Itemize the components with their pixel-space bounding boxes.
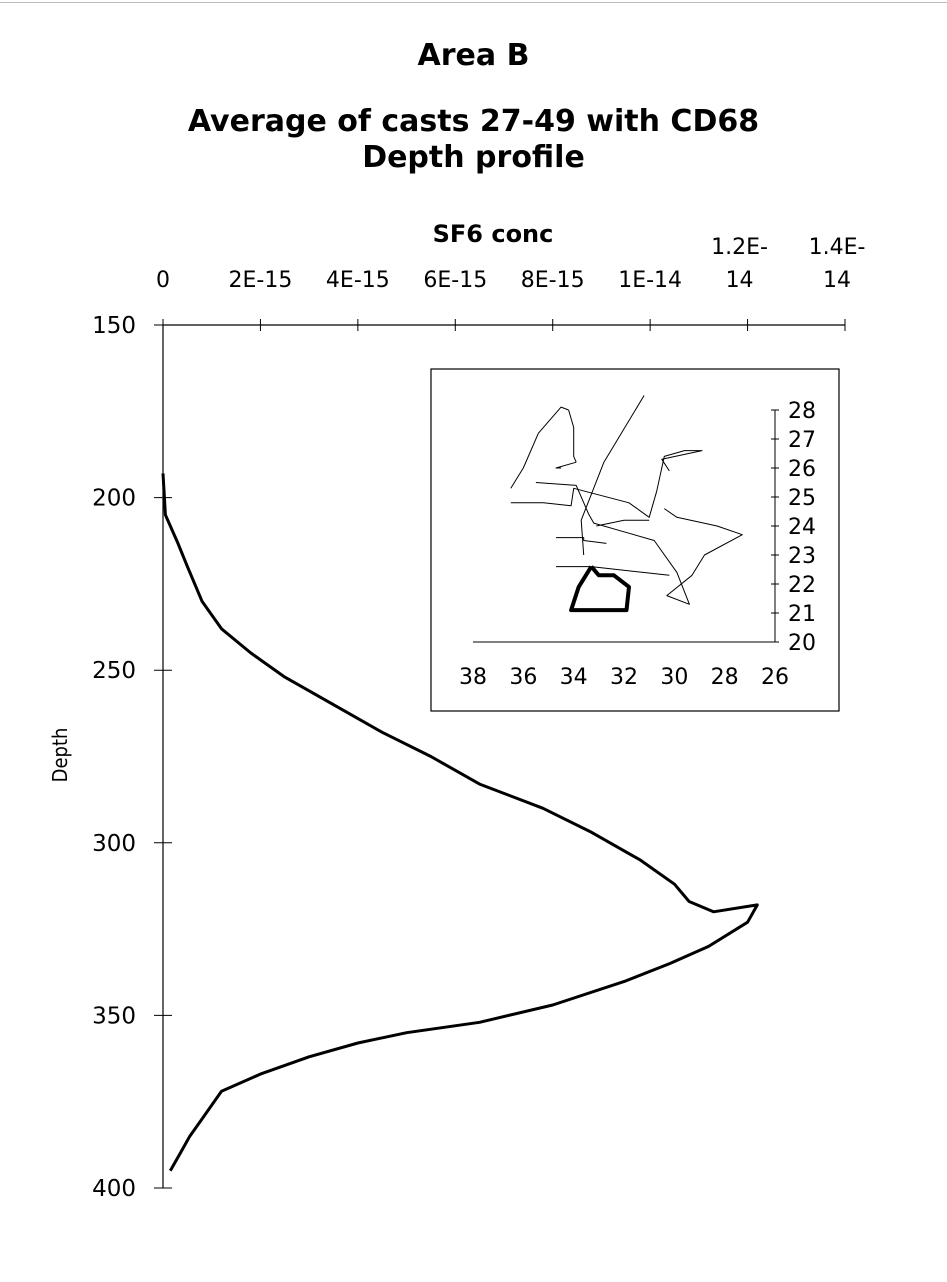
- y-tick-label: 150: [92, 313, 136, 339]
- inset-track-line: [535, 482, 743, 605]
- chart-subtitle-line-2: Depth profile: [362, 140, 585, 175]
- inset-area-b-outline: [569, 565, 631, 613]
- sf6-depth-profile-line: [161, 473, 759, 1172]
- inset-track-line: [580, 395, 645, 556]
- x-tick-label: 6E-15: [423, 268, 487, 293]
- y-tick-label: 250: [92, 658, 136, 684]
- inset-x-tick-label: 36: [509, 665, 537, 690]
- inset-track-line: [510, 450, 703, 518]
- x-tick-label: 14: [823, 268, 851, 293]
- y-tick-label: 300: [92, 831, 136, 857]
- inset-track-line: [568, 409, 577, 463]
- x-tick-label: 1.2E-: [711, 235, 768, 260]
- inset-y-tick-label: 20: [788, 631, 816, 656]
- x-tick-label: 1.4E-: [809, 235, 866, 260]
- inset-y-tick-label: 21: [788, 602, 816, 627]
- y-tick-label: 200: [92, 486, 136, 512]
- inset-y-tick-label: 23: [788, 544, 816, 569]
- x-tick-label: 2E-15: [229, 268, 293, 293]
- chart-title: Area B: [417, 38, 530, 73]
- y-axis-title: Depth: [48, 728, 72, 783]
- y-tick-label: 350: [92, 1003, 136, 1029]
- chart-subtitle-line-1: Average of casts 27-49 with CD68: [187, 104, 760, 139]
- inset-y-tick-label: 28: [788, 399, 816, 424]
- x-tick-label: 14: [726, 268, 754, 293]
- inset-track-line: [538, 406, 569, 434]
- inset-track-line: [556, 537, 607, 544]
- y-tick-label: 400: [92, 1176, 136, 1202]
- x-tick-label: 0: [156, 268, 170, 293]
- inset-x-tick-label: 28: [711, 665, 739, 690]
- inset-track-line: [510, 433, 539, 489]
- x-axis-title: SF6 conc: [433, 220, 554, 248]
- inset-y-tick-label: 25: [788, 486, 816, 511]
- inset-x-tick-label: 32: [610, 665, 638, 690]
- x-tick-label: 8E-15: [521, 268, 585, 293]
- inset-x-tick-label: 34: [560, 665, 588, 690]
- inset-y-tick-label: 24: [788, 515, 816, 540]
- x-tick-label: 4E-15: [326, 268, 390, 293]
- inset-track-line: [596, 519, 650, 527]
- inset-map-frame: [430, 368, 840, 712]
- inset-y-tick-label: 22: [788, 573, 816, 598]
- inset-y-tick-label: 27: [788, 428, 816, 453]
- inset-track-line: [555, 461, 577, 469]
- inset-x-tick-label: 30: [660, 665, 688, 690]
- x-tick-label: 1E-14: [618, 268, 682, 293]
- inset-y-tick-label: 26: [788, 457, 816, 482]
- inset-x-tick-label: 26: [761, 665, 789, 690]
- inset-x-tick-label: 38: [459, 665, 487, 690]
